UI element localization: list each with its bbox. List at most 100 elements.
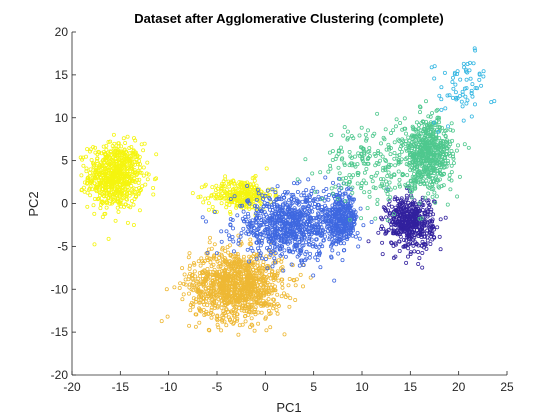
scatter-point (226, 288, 231, 293)
scatter-point (240, 216, 245, 221)
scatter-point (311, 273, 316, 278)
scatter-point (204, 296, 209, 301)
scatter-point (207, 240, 212, 245)
scatter-point (418, 232, 423, 237)
scatter-point (303, 235, 307, 240)
scatter-point (99, 151, 104, 156)
scatter-point (271, 239, 276, 244)
scatter-point (125, 134, 130, 139)
scatter-point (164, 287, 169, 292)
scatter-point (412, 228, 416, 233)
scatter-point (306, 177, 311, 182)
scatter-point (95, 156, 100, 161)
scatter-point (221, 284, 226, 289)
scatter-point (336, 220, 341, 225)
scatter-point (336, 183, 341, 188)
scatter-point (313, 202, 317, 206)
scatter-point (258, 243, 263, 248)
scatter-point (236, 241, 241, 246)
scatter-point (211, 262, 216, 267)
scatter-point (392, 197, 397, 202)
scatter-point (270, 282, 275, 287)
scatter-point (363, 132, 368, 137)
scatter-point (405, 196, 410, 201)
scatter-point (329, 133, 334, 137)
scatter-point (379, 141, 383, 146)
scatter-point (116, 141, 121, 146)
scatter-point (230, 279, 235, 284)
series-5 (295, 99, 471, 223)
scatter-point (319, 207, 324, 212)
scatter-point (227, 272, 232, 276)
scatter-point (336, 251, 341, 256)
scatter-point (233, 283, 238, 288)
scatter-point (271, 274, 276, 278)
scatter-point (405, 173, 410, 178)
scatter-point (412, 249, 417, 254)
scatter-point (197, 320, 202, 325)
scatter-point (458, 77, 463, 82)
scatter-point (219, 328, 224, 333)
scatter-point (102, 212, 107, 216)
scatter-point (94, 168, 99, 173)
scatter-point (445, 158, 450, 163)
scatter-point (279, 219, 284, 224)
scatter-point (205, 258, 210, 262)
scatter-point (299, 193, 304, 198)
scatter-point (367, 194, 372, 199)
scatter-point (366, 239, 371, 244)
scatter-point (224, 229, 229, 234)
scatter-point (462, 142, 467, 147)
scatter-point (375, 202, 380, 206)
scatter-point (221, 262, 226, 267)
scatter-point (391, 243, 396, 248)
scatter-point (241, 209, 246, 214)
scatter-point (392, 151, 397, 155)
scatter-point (419, 243, 424, 248)
scatter-point (106, 153, 111, 158)
scatter-point (133, 151, 138, 156)
scatter-point (380, 217, 385, 222)
scatter-point (229, 264, 234, 269)
scatter-point (438, 217, 443, 222)
scatter-point (106, 140, 111, 144)
scatter-point (406, 223, 411, 228)
scatter-point (235, 213, 240, 218)
scatter-point (266, 239, 271, 244)
scatter-point (145, 160, 150, 165)
scatter-point (425, 238, 430, 243)
scatter-point (272, 199, 277, 204)
scatter-point (197, 289, 202, 294)
scatter-point (109, 185, 114, 190)
scatter-point (404, 218, 409, 223)
scatter-point (210, 185, 215, 190)
scatter-point (245, 184, 250, 188)
scatter-point (388, 195, 393, 200)
scatter-point (215, 313, 220, 318)
scatter-point (414, 142, 419, 147)
scatter-point (341, 220, 346, 225)
scatter-point (226, 250, 231, 255)
scatter-point (191, 280, 196, 285)
scatter-point (131, 190, 136, 195)
scatter-point (245, 264, 250, 269)
scatter-point (275, 202, 279, 207)
scatter-point (367, 189, 372, 194)
scatter-point (273, 288, 278, 293)
scatter-point (300, 210, 305, 215)
scatter-point (275, 221, 280, 226)
scatter-point (117, 153, 122, 157)
scatter-point (219, 302, 224, 307)
scatter-point (257, 239, 261, 244)
scatter-point (223, 248, 228, 253)
scatter-point (187, 323, 192, 328)
scatter-point (94, 189, 99, 194)
scatter-point (398, 121, 403, 125)
scatter-point (183, 282, 188, 287)
scatter-point (252, 280, 257, 285)
scatter-point (399, 226, 404, 230)
scatter-point (261, 197, 265, 202)
scatter-point (342, 125, 347, 130)
scatter-point (327, 193, 332, 197)
scatter-point (208, 289, 213, 293)
